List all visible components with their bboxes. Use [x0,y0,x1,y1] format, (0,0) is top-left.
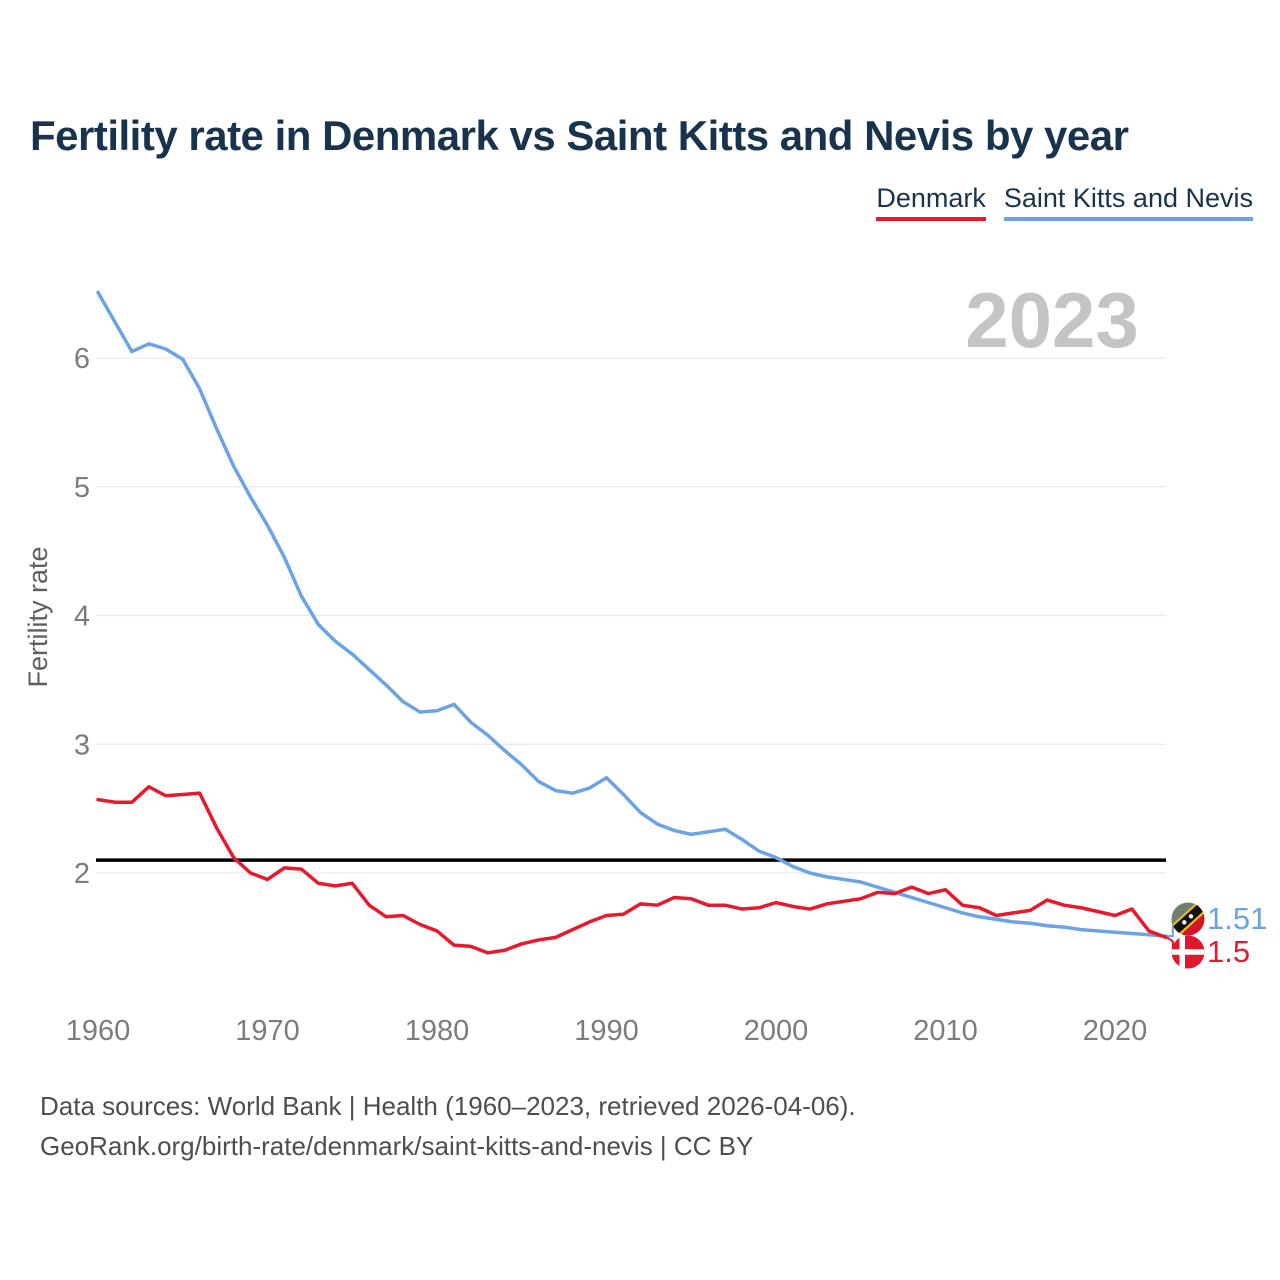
x-tick-label-1960: 1960 [66,1015,131,1047]
x-tick-label-1970: 1970 [235,1015,300,1047]
x-tick-label-1990: 1990 [574,1015,639,1047]
end-value-label-saint-kitts-and-nevis: 1.51 [1207,901,1267,936]
y-tick-label-5: 5 [74,472,90,504]
series-line-saint-kitts-and-nevis[interactable] [96,290,1168,938]
chart-title: Fertility rate in Denmark vs Saint Kitts… [30,112,1129,159]
legend: Denmark Saint Kitts and Nevis [876,183,1253,221]
y-tick-label-4: 4 [74,601,90,633]
y-tick-label-3: 3 [74,729,90,761]
footer-source-line: Data sources: World Bank | Health (1960–… [40,1091,856,1121]
x-tick-label-2010: 2010 [913,1015,978,1047]
x-tick-label-2020: 2020 [1083,1015,1148,1047]
y-tick-label-6: 6 [74,343,90,375]
series-line-denmark[interactable] [96,784,1168,955]
y-axis-title: Fertility rate [23,546,53,687]
end-value-label-denmark: 1.5 [1207,934,1250,969]
denmark-flag-icon [1171,935,1205,969]
x-tick-label-1980: 1980 [405,1015,470,1047]
y-tick-label-2: 2 [74,858,90,890]
footer: Data sources: World Bank | Health (1960–… [40,1086,856,1166]
footer-url-line: GeoRank.org/birth-rate/denmark/saint-kit… [40,1131,754,1161]
legend-item-denmark[interactable]: Denmark [876,183,986,221]
saint-kitts-and-nevis-flag-icon [1171,902,1205,936]
watermark-year: 2023 [965,276,1139,364]
legend-item-saint-kitts-and-nevis[interactable]: Saint Kitts and Nevis [1003,183,1253,221]
x-tick-label-2000: 2000 [744,1015,809,1047]
